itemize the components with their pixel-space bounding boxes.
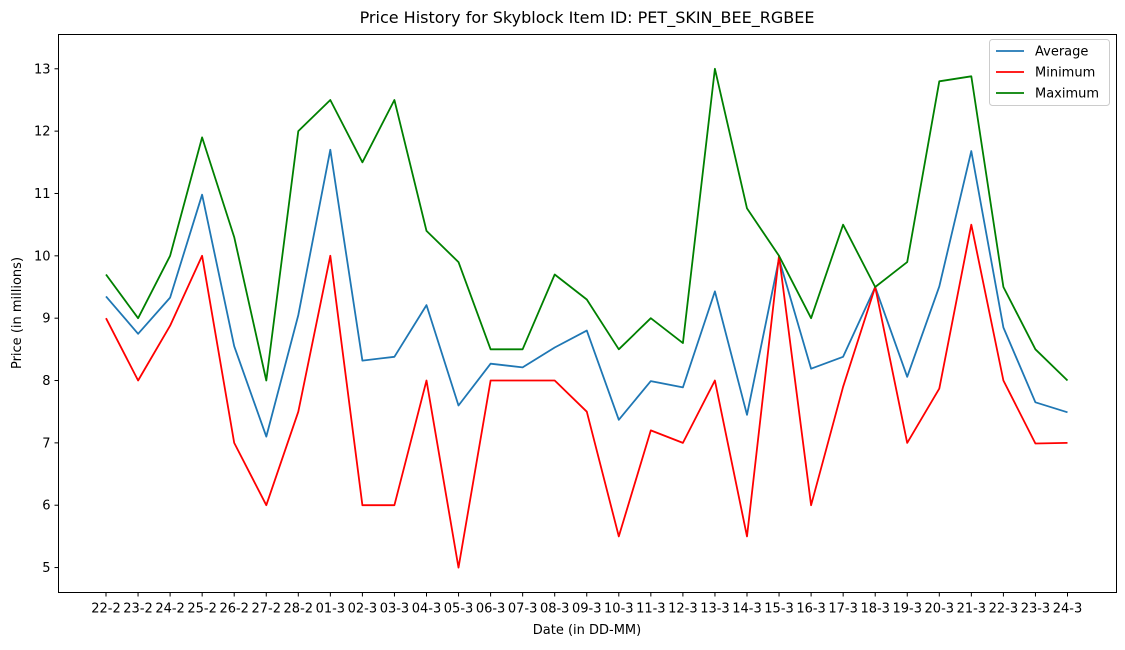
y-tick-label: 13 — [34, 62, 51, 77]
legend: Average Minimum Maximum — [989, 39, 1110, 106]
x-tick-label: 23-2 — [123, 602, 153, 617]
legend-label-maximum: Maximum — [1035, 87, 1099, 102]
x-tick-label: 22-2 — [91, 602, 121, 617]
x-axis-title: Date (in DD-MM) — [533, 623, 641, 638]
x-tick-label: 08-3 — [540, 602, 570, 617]
series-lines — [105, 67, 1069, 569]
y-tick-label: 11 — [34, 187, 51, 202]
legend-label-average: Average — [1035, 45, 1088, 60]
x-tick-label: 07-3 — [508, 602, 538, 617]
x-tick-label: 24-3 — [1053, 602, 1083, 617]
y-tick-label: 7 — [42, 436, 50, 451]
x-tick-label: 17-3 — [828, 602, 858, 617]
y-tick-label: 9 — [42, 312, 50, 327]
y-tick-label: 5 — [42, 561, 50, 576]
y-tick-label: 8 — [42, 374, 50, 389]
y-tick-label: 6 — [42, 499, 50, 514]
chart-title: Price History for Skyblock Item ID: PET_… — [360, 8, 815, 28]
x-tick-label: 28-2 — [284, 602, 314, 617]
series-line-maximum — [105, 67, 1069, 382]
x-tick-label: 11-3 — [636, 602, 666, 617]
x-tick-label: 03-3 — [380, 602, 410, 617]
y-axis: 5 6 7 8 9 10 11 12 13 — [34, 62, 59, 576]
y-axis-title: Price (in millions) — [10, 257, 25, 369]
x-tick-label: 20-3 — [925, 602, 955, 617]
x-tick-label: 06-3 — [476, 602, 506, 617]
legend-box — [989, 39, 1110, 106]
legend-label-minimum: Minimum — [1035, 66, 1095, 81]
x-tick-label: 23-3 — [1021, 602, 1051, 617]
y-tick-label: 10 — [34, 249, 51, 264]
x-tick-label: 05-3 — [444, 602, 474, 617]
x-axis: 22-2 23-2 24-2 25-2 26-2 27-2 28-2 01-3 02-3 03-3… — [91, 592, 1083, 617]
x-tick-label: 13-3 — [700, 602, 730, 617]
x-tick-label: 10-3 — [604, 602, 634, 617]
x-tick-label: 02-3 — [348, 602, 378, 617]
x-tick-label: 15-3 — [764, 602, 794, 617]
x-tick-label: 16-3 — [796, 602, 826, 617]
x-tick-label: 19-3 — [892, 602, 922, 617]
series-line-average — [105, 148, 1068, 438]
x-tick-label: 21-3 — [957, 602, 987, 617]
x-tick-label: 01-3 — [316, 602, 346, 617]
x-tick-label: 09-3 — [572, 602, 602, 617]
x-tick-label: 26-2 — [219, 602, 249, 617]
x-tick-label: 12-3 — [668, 602, 698, 617]
plot-area-frame — [58, 34, 1117, 593]
x-tick-label: 18-3 — [860, 602, 890, 617]
x-tick-label: 25-2 — [187, 602, 217, 617]
x-tick-label: 24-2 — [155, 602, 185, 617]
x-tick-label: 22-3 — [989, 602, 1019, 617]
x-tick-label: 14-3 — [732, 602, 762, 617]
y-tick-label: 12 — [34, 125, 51, 140]
series-line-minimum — [105, 223, 1068, 569]
x-tick-label: 04-3 — [412, 602, 442, 617]
x-tick-label: 27-2 — [251, 602, 281, 617]
